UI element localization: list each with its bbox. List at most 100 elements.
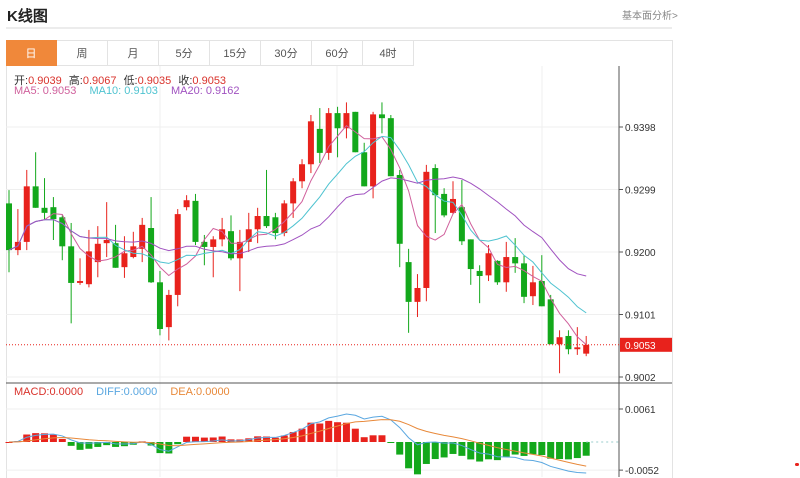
macd-bar xyxy=(387,442,395,443)
macd-bar xyxy=(5,442,13,443)
tab-30min[interactable]: 30分 xyxy=(261,40,312,66)
tab-5min[interactable]: 5分 xyxy=(159,40,210,66)
macd-bar xyxy=(165,442,173,454)
candle-down xyxy=(405,262,412,302)
macd-bar xyxy=(520,442,528,456)
candle-up xyxy=(574,347,581,350)
candle-up xyxy=(121,253,128,268)
candle-up xyxy=(343,113,350,129)
macd-bar xyxy=(351,428,359,442)
candle-down xyxy=(494,260,501,283)
macd-bar xyxy=(325,420,333,442)
candle-up xyxy=(307,121,314,165)
macd-bar xyxy=(191,436,199,442)
macd-bar xyxy=(529,442,537,455)
tab-15min[interactable]: 15分 xyxy=(210,40,261,66)
candle-down xyxy=(538,281,545,307)
ma10-line xyxy=(8,135,587,314)
candle-up xyxy=(245,229,252,242)
candle-up xyxy=(254,216,261,230)
candle-up xyxy=(556,337,563,345)
macd-bar xyxy=(174,442,182,445)
candle-up xyxy=(450,198,456,213)
candle-up xyxy=(529,282,536,297)
macd-bar xyxy=(485,442,493,460)
macd-bar xyxy=(449,442,457,454)
macd-bar xyxy=(431,442,439,460)
macd-bar xyxy=(458,442,466,456)
candle-up xyxy=(139,224,146,249)
macd-bar xyxy=(493,442,501,461)
price-tick-label: 0.9299 xyxy=(625,186,656,197)
macd-bar xyxy=(440,442,448,458)
candle-up xyxy=(414,287,421,302)
macd-bar xyxy=(334,422,342,442)
candle-down xyxy=(334,113,341,129)
macd-bar xyxy=(41,433,49,442)
candle-down xyxy=(476,270,483,276)
candle-down xyxy=(272,217,279,234)
candle-up xyxy=(174,214,181,295)
ma-info: MA5: 0.9053 MA10: 0.9103 MA20: 0.9162 xyxy=(14,85,244,97)
candle-down xyxy=(32,186,39,208)
open-label: 开: xyxy=(14,75,29,87)
macd-bar xyxy=(218,436,226,442)
candle-down xyxy=(547,299,554,345)
fundamental-analysis-link[interactable]: 基本面分析> xyxy=(622,11,678,22)
candle-down xyxy=(521,263,528,297)
macd-bar xyxy=(147,442,155,446)
macd-bar xyxy=(263,436,271,442)
candle-down xyxy=(41,207,48,213)
macd-bar xyxy=(58,438,66,442)
candle-down xyxy=(192,200,199,242)
indicator-dot xyxy=(795,463,799,466)
candle-up xyxy=(290,181,297,204)
tab-60min[interactable]: 60分 xyxy=(312,40,363,66)
price-tick-label: 0.9002 xyxy=(625,373,656,384)
price-tick-label: 0.9398 xyxy=(625,123,656,134)
macd-bar xyxy=(413,442,421,475)
macd-bar xyxy=(396,442,404,455)
candle-down xyxy=(156,282,163,330)
ma5-value: MA5: 0.9053 xyxy=(14,85,77,97)
macd-bar xyxy=(23,434,31,442)
ma5-line xyxy=(8,125,587,345)
high-label: 高: xyxy=(68,75,83,87)
candle-down xyxy=(201,241,208,247)
macd-bar xyxy=(209,437,217,442)
dea-line xyxy=(8,419,587,467)
candle-up xyxy=(281,203,288,234)
macd-bar xyxy=(511,442,519,455)
candle-up xyxy=(210,239,217,247)
high-value: 0.9067 xyxy=(82,75,117,87)
candle-up xyxy=(299,164,306,182)
candle-down xyxy=(263,216,270,227)
candle-down xyxy=(6,203,12,251)
tab-week[interactable]: 周 xyxy=(57,40,108,66)
tab-4hour[interactable]: 4时 xyxy=(363,40,414,66)
price-tick-label: 0.9101 xyxy=(625,311,656,322)
open-value: 0.9039 xyxy=(28,75,62,87)
period-tabs: 日 周 月 5分 15分 30分 60分 4时 xyxy=(6,40,414,66)
macd-bar xyxy=(112,442,120,447)
macd-bar xyxy=(378,435,386,442)
ma10-value: MA10: 0.9103 xyxy=(89,85,158,97)
macd-bar xyxy=(369,435,377,442)
candle-up xyxy=(94,243,101,263)
macd-bar xyxy=(94,442,102,447)
tab-month[interactable]: 月 xyxy=(108,40,159,66)
candle-down xyxy=(396,174,403,244)
chart-panel xyxy=(6,40,673,478)
macd-bar xyxy=(476,442,484,462)
candle-down xyxy=(378,114,385,119)
macd-bar xyxy=(582,442,590,456)
candle-down xyxy=(432,168,439,196)
macd-bar xyxy=(200,437,208,442)
candle-up xyxy=(219,229,226,240)
candle-down xyxy=(361,152,368,187)
macd-info: MACD:0.0000 DIFF:0.0000 DEA:0.0000 xyxy=(14,386,234,398)
tab-day[interactable]: 日 xyxy=(6,40,57,66)
ma20-value: MA20: 0.9162 xyxy=(171,85,240,97)
candle-up xyxy=(103,240,110,244)
